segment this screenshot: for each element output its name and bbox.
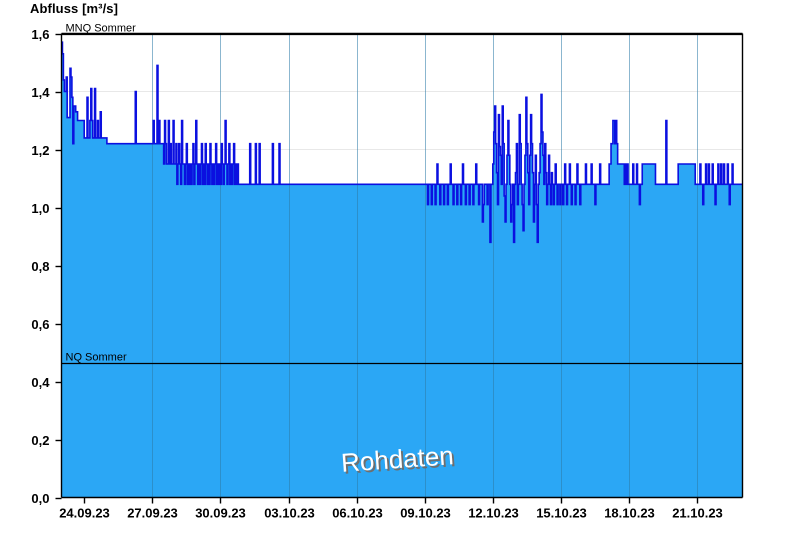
x-axis-tick-label: 30.09.23 [195, 506, 246, 521]
threshold-label-nq: NQ Sommer [66, 352, 127, 364]
x-axis-tick-label: 24.09.23 [59, 506, 110, 521]
x-axis-tick-label: 09.10.23 [400, 506, 451, 521]
y-axis-tick-label: 0,2 [31, 433, 49, 448]
x-axis-tick-label: 03.10.23 [264, 506, 315, 521]
y-axis-title: Abfluss [m³/s] [30, 1, 119, 16]
discharge-series-line [61, 41, 743, 244]
y-axis-tick-label: 1,6 [31, 27, 49, 42]
y-axis-tick-label: 1,4 [31, 85, 50, 100]
x-axis-tick-label: 06.10.23 [332, 506, 383, 521]
x-axis-tick-label: 18.10.23 [604, 506, 655, 521]
x-axis-tick-label: 27.09.23 [127, 506, 178, 521]
x-axis-tick-label: 21.10.23 [672, 506, 723, 521]
y-axis-tick-label: 1,2 [31, 143, 49, 158]
y-axis-tick-label: 0,0 [31, 491, 49, 506]
x-axis-tick-label: 12.10.23 [468, 506, 519, 521]
y-axis-tick-label: 0,6 [31, 317, 49, 332]
y-axis-tick-label: 1,0 [31, 201, 49, 216]
threshold-label-mnq: MNQ Sommer [66, 23, 137, 35]
x-axis-tick-label: 15.10.23 [536, 506, 587, 521]
y-axis-tick-label: 0,8 [31, 259, 49, 274]
y-axis-tick-label: 0,4 [31, 375, 50, 390]
